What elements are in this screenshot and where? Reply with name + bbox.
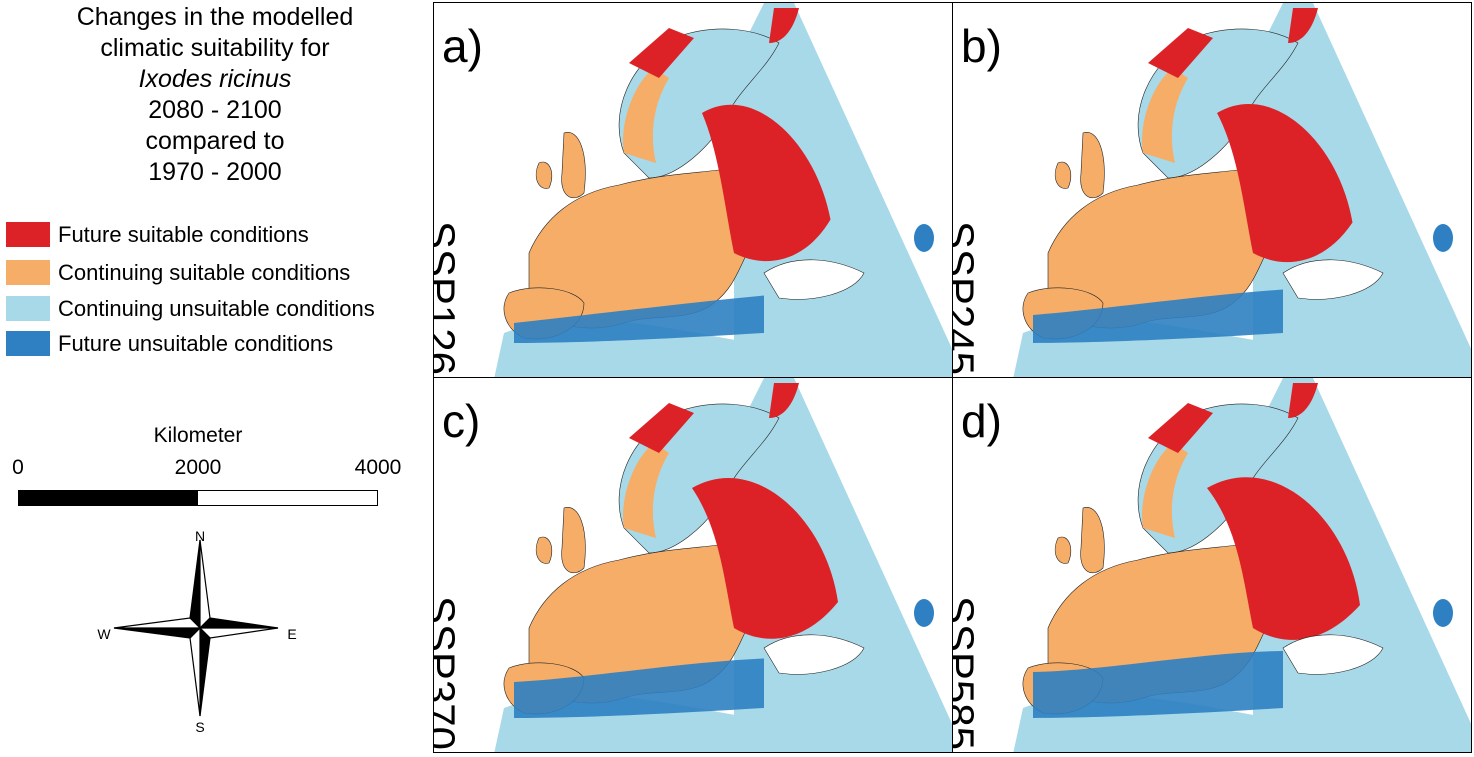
title-line-4: 2080 - 2100 [148, 96, 282, 124]
scenario-label: SSP370 [433, 595, 464, 750]
legend-label: Future unsuitable conditions [58, 331, 334, 356]
legend-swatch [6, 296, 50, 321]
legend-swatch [6, 260, 50, 285]
future-suitable-east [702, 104, 831, 262]
future-suitable-northeast [1288, 383, 1318, 418]
compass-rose: N S E W [90, 524, 320, 746]
map-panel-c: c) SSP370 [433, 377, 953, 753]
map-title: Changes in the modelled climatic suitabi… [0, 2, 430, 188]
scandinavia-suitable [1142, 68, 1188, 163]
ireland [1054, 536, 1072, 564]
scenario-label: SSP585 [952, 595, 983, 750]
future-suitable-north-coast [629, 403, 694, 453]
ireland [535, 161, 553, 189]
legend-swatch [6, 331, 50, 356]
legend-label: Continuing unsuitable conditions [58, 296, 375, 321]
scale-tick-0: 0 [12, 456, 24, 479]
scenario-label: SSP245 [952, 220, 983, 375]
legend-swatch [6, 222, 50, 247]
title-line-1: Changes in the modelled [76, 3, 354, 31]
future-suitable-north-coast [629, 28, 694, 78]
compass-w: W [97, 626, 111, 642]
scandinavia-suitable [623, 443, 669, 538]
british-isles [561, 507, 586, 573]
panel-label: b) [961, 20, 1002, 72]
scale-bar-unit: Kilometer [153, 424, 243, 447]
scale-bar-white-segment [197, 490, 378, 506]
scale-bar-black-segment [18, 490, 198, 506]
compass-star-icon [113, 539, 279, 717]
europe-map [494, 3, 952, 377]
legend-label: Continuing suitable conditions [58, 260, 351, 285]
compass-e: E [287, 626, 297, 642]
scale-tick-4000: 4000 [354, 456, 402, 479]
scale-tick-2000: 2000 [174, 456, 222, 479]
ireland [535, 536, 553, 564]
scenario-label: SSP126 [433, 220, 464, 375]
title-line-5: compared to [145, 127, 285, 155]
black-sea [763, 259, 865, 300]
map-panel-d: d) SSP585 [952, 377, 1472, 753]
panel-label: a) [442, 20, 483, 72]
scandinavia-suitable [623, 68, 669, 163]
future-suitable-north-coast [1148, 403, 1213, 453]
future-suitable-east [1217, 104, 1353, 263]
caspian-region-unsuitable [1433, 224, 1453, 252]
future-suitable-northeast [1288, 8, 1318, 43]
british-isles [561, 132, 586, 198]
black-sea [1282, 259, 1384, 300]
ireland [1054, 161, 1072, 189]
british-isles [1080, 132, 1105, 198]
future-suitable-northeast [769, 383, 799, 418]
scandinavia-suitable [1142, 443, 1188, 538]
title-line-6: 1970 - 2000 [148, 158, 282, 186]
british-isles [1080, 507, 1105, 573]
future-unsuitable-south [1033, 289, 1283, 343]
scale-bar: Kilometer 0 2000 4000 [0, 420, 420, 520]
map-panel-a: a) SSP126 [433, 2, 953, 378]
future-unsuitable-south [514, 295, 764, 343]
future-suitable-northeast [769, 8, 799, 43]
future-unsuitable-south [1033, 651, 1283, 718]
title-line-2: climatic suitability for [100, 34, 330, 62]
compass-n: N [194, 528, 206, 544]
europe-map [1013, 378, 1471, 752]
map-panel-b: b) SSP245 [952, 2, 1472, 378]
future-suitable-east [1207, 477, 1360, 640]
caspian-region-unsuitable [914, 599, 934, 627]
europe-map [1013, 3, 1471, 377]
europe-map [494, 378, 952, 752]
black-sea [763, 634, 865, 675]
caspian-region-unsuitable [1433, 599, 1453, 627]
panel-label: d) [961, 395, 1002, 447]
legend-label: Future suitable conditions [58, 222, 309, 247]
caspian-region-unsuitable [914, 224, 934, 252]
compass-s: S [195, 719, 205, 735]
title-species: Ixodes ricinus [138, 65, 292, 93]
black-sea [1282, 634, 1384, 675]
future-suitable-east [692, 477, 838, 639]
future-unsuitable-south [514, 658, 764, 718]
future-suitable-north-coast [1148, 28, 1213, 78]
panel-label: c) [442, 395, 481, 447]
